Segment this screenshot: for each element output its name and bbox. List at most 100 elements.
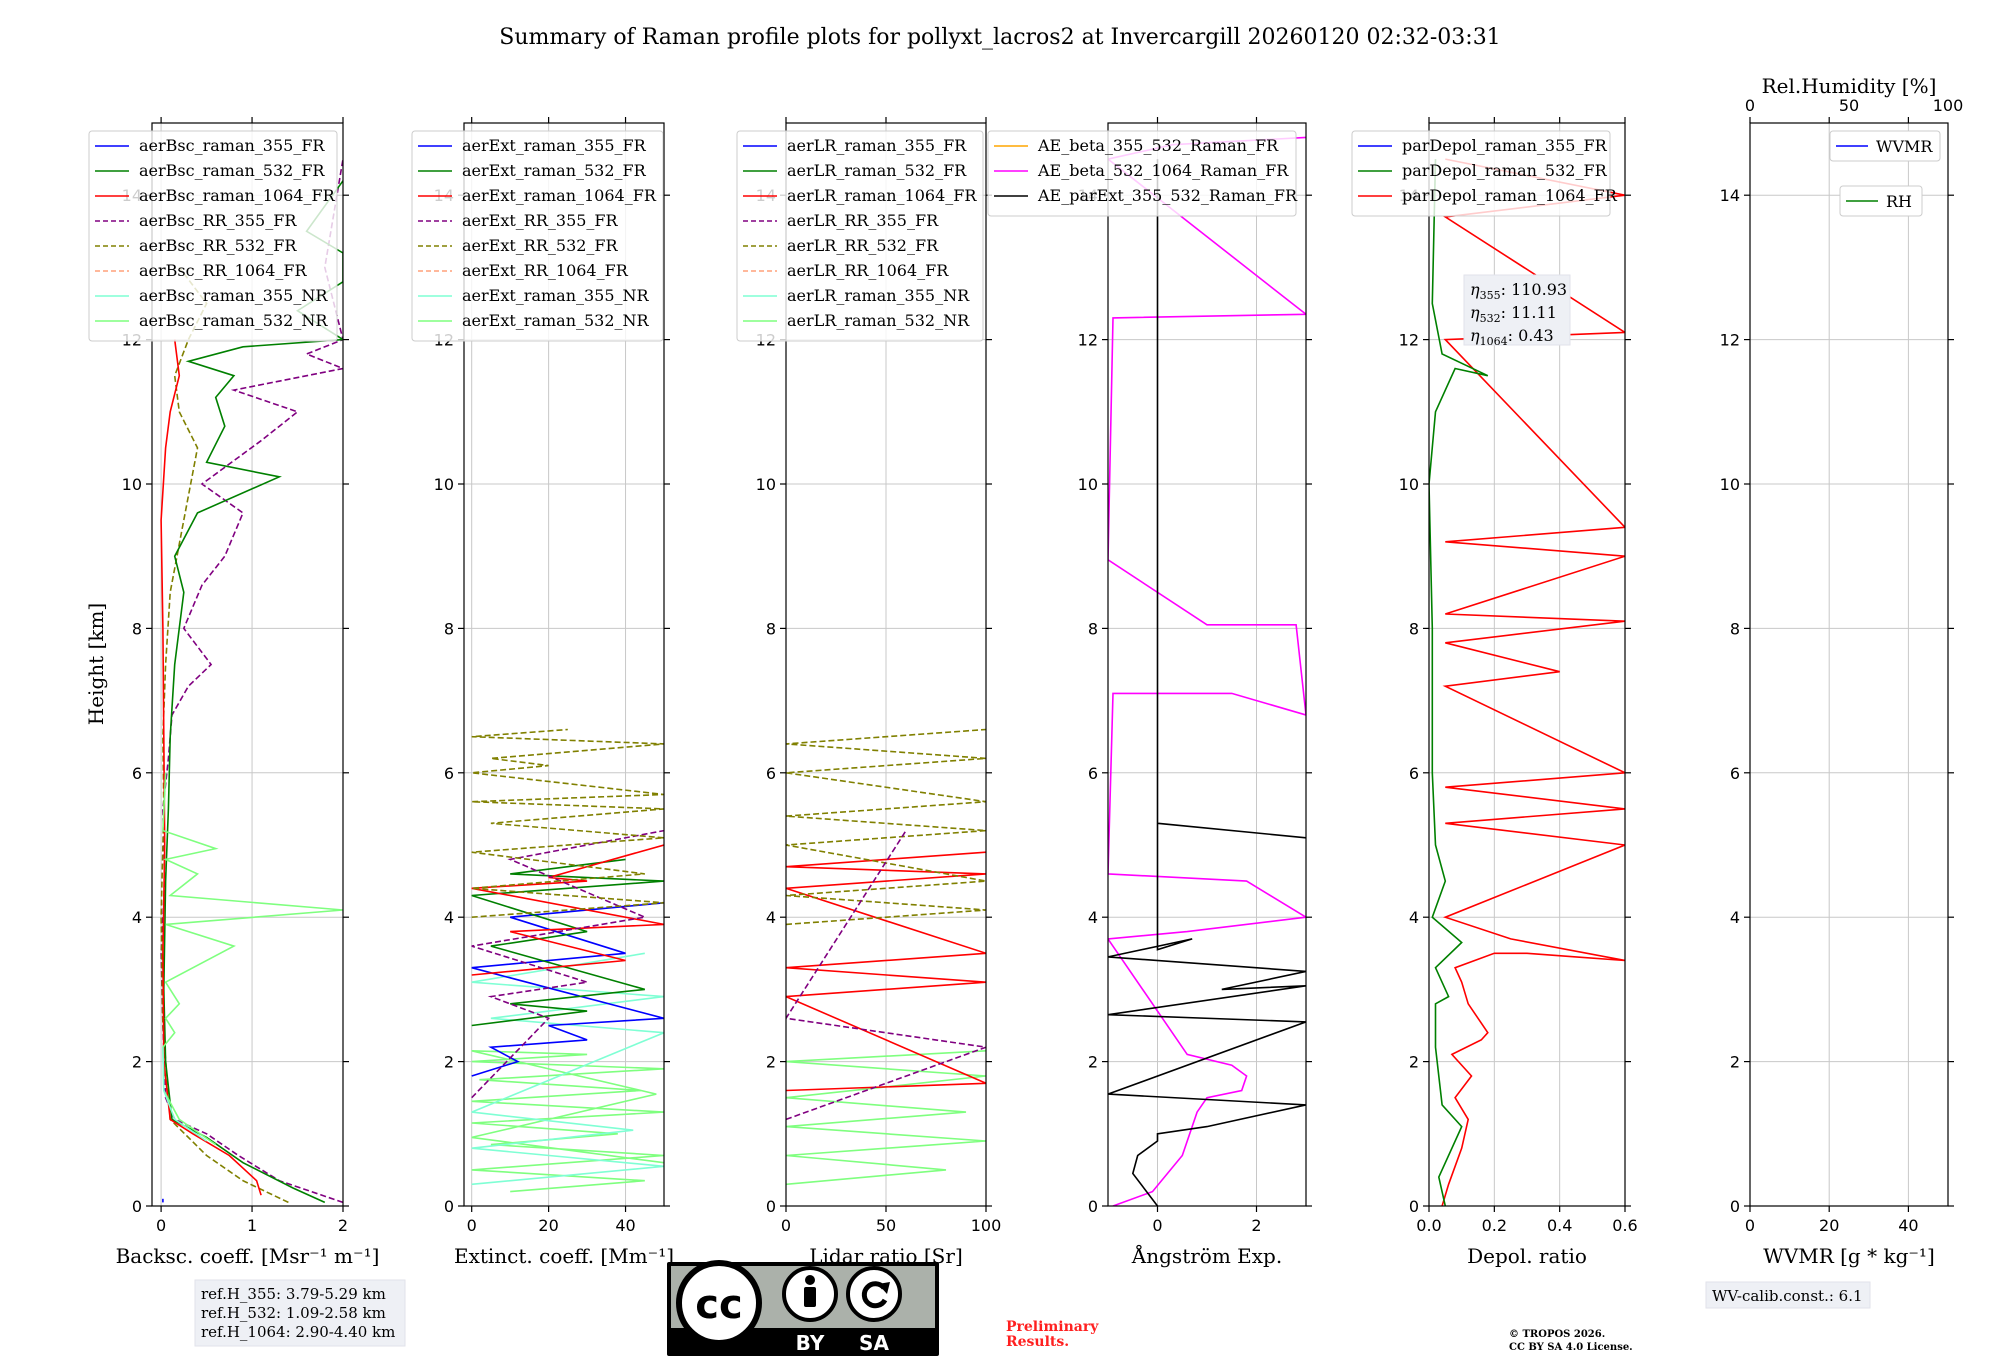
- x-axis-label: Depol. ratio: [1467, 1244, 1587, 1268]
- x-tick-label: 0.6: [1612, 1216, 1637, 1235]
- x-tick-label: 1: [247, 1216, 257, 1235]
- axes-frame: [151, 122, 344, 1207]
- y-tick-label: 0: [766, 1197, 776, 1216]
- legend-label: aerExt_RR_355_FR: [462, 211, 619, 230]
- top-tick-label: 50: [1839, 96, 1859, 115]
- x-axis-label: Backsc. coeff. [Msr⁻¹ m⁻¹]: [116, 1244, 380, 1268]
- legend-label: aerLR_raman_532_NR: [787, 311, 970, 330]
- legend-label: aerExt_RR_1064_FR: [462, 261, 629, 280]
- axes-frame: [463, 122, 665, 1207]
- legend-rh: RH: [1839, 185, 1923, 217]
- series-aerLR_raman_532_NR: [786, 1050, 986, 1186]
- x-tick-label: 40: [1898, 1216, 1918, 1235]
- legend-label: aerLR_raman_355_FR: [787, 136, 967, 155]
- series-aerExt_raman_532_NR: [471, 1050, 664, 1193]
- panel-lidar_ratio: 02468101214050100Lidar ratio [Sr]aerLR_r…: [736, 117, 1001, 1268]
- y-tick-label: 10: [1078, 475, 1098, 494]
- legend-label: AE_beta_532_1064_Raman_FR: [1037, 161, 1289, 180]
- panel-extinction: 0246810121402040Extinct. coeff. [Mm⁻¹]ae…: [411, 117, 674, 1268]
- legend-label: parDepol_raman_355_FR: [1402, 136, 1608, 155]
- series-AE_parExt_355_532_Raman_FR: [1108, 159, 1306, 1206]
- x-tick-label: 0: [467, 1216, 477, 1235]
- sa-label: SA: [859, 1331, 889, 1355]
- legend-label: aerBsc_RR_532_FR: [139, 236, 297, 255]
- y-tick-label: 2: [1730, 1053, 1740, 1072]
- legend: aerLR_raman_355_FR aerLR_raman_532_FR aerL…: [736, 130, 984, 342]
- legend-label: aerBsc_raman_355_FR: [139, 136, 325, 155]
- y-tick-label: 8: [1730, 619, 1740, 638]
- series-AE_beta_532_1064_Raman_FR: [1108, 136, 1306, 1206]
- legend-label: aerLR_RR_532_FR: [787, 236, 939, 255]
- y-tick-label: 4: [132, 908, 142, 927]
- series-group: [471, 728, 664, 1193]
- axes-frame: [1749, 122, 1949, 1207]
- x-tick-label: 20: [1819, 1216, 1839, 1235]
- legend: aerBsc_raman_355_FR aerBsc_raman_532_FRae…: [88, 130, 338, 342]
- series-aerExt_RR_355_FR: [471, 829, 664, 1099]
- eta-1064: η1064: 0.43: [1470, 326, 1554, 348]
- series-aerBsc_raman_532_NR: [162, 772, 343, 1146]
- svg-text:cc: cc: [695, 1282, 742, 1328]
- x-axis-label: Ångström Exp.: [1131, 1243, 1282, 1268]
- sa-icon: [846, 1266, 902, 1322]
- legend: parDepol_raman_355_FR parDepol_raman_532_…: [1351, 130, 1618, 217]
- copyright-line2: CC BY SA 4.0 License.: [1509, 1342, 1633, 1353]
- legend-label: RH: [1886, 192, 1912, 211]
- wv-calib-text: WV-calib.const.: 6.1: [1712, 1287, 1863, 1305]
- legend-label: aerBsc_raman_1064_FR: [139, 186, 336, 205]
- x-tick-label: 0.2: [1482, 1216, 1507, 1235]
- y-tick-label: 6: [132, 764, 142, 783]
- legend-label: aerBsc_raman_532_NR: [139, 311, 328, 330]
- legend-label: AE_parExt_355_532_Raman_FR: [1037, 186, 1298, 205]
- y-tick-label: 6: [1409, 764, 1419, 783]
- y-tick-label: 10: [1399, 475, 1419, 494]
- x-tick-label: 0: [1745, 1216, 1755, 1235]
- series-group: [786, 728, 986, 1186]
- y-tick-label: 6: [1730, 764, 1740, 783]
- y-tick-label: 2: [444, 1053, 454, 1072]
- legend-label: aerBsc_RR_355_FR: [139, 211, 297, 230]
- top-axis-label: Rel.Humidity [%]: [1762, 74, 1937, 98]
- by-label: BY: [796, 1331, 825, 1355]
- legend-label: aerLR_raman_355_NR: [787, 286, 970, 305]
- panel-water_vapor: 0 2 4 6 8 10 12 14 0 20 40 WVMR [g * kg⁻¹] 0 50 100Rel…: [1720, 74, 1964, 1268]
- axes-frame: [1428, 122, 1626, 1207]
- y-tick-label: 12: [1078, 331, 1098, 350]
- preliminary-line2: Results.: [1006, 1334, 1069, 1350]
- legend-label: aerLR_raman_1064_FR: [787, 186, 977, 205]
- cc-icon: [676, 1260, 762, 1346]
- series-aerExt_raman_1064_FR: [471, 844, 664, 976]
- x-axis-label: Extinct. coeff. [Mm⁻¹]: [454, 1244, 674, 1268]
- y-tick-label: 0: [444, 1197, 454, 1216]
- panel-angstrom: 0246810121402Ångström Exp.AE_beta_355_53…: [987, 117, 1312, 1268]
- legend: AE_beta_355_532_Raman_FR AE_beta_532_1064…: [987, 130, 1298, 217]
- series-parDepol_raman_532_FR: [1429, 159, 1489, 1206]
- top-tick-label: 0: [1745, 96, 1755, 115]
- x-tick-label: 0.4: [1547, 1216, 1572, 1235]
- eta-532: η532: 11.11: [1470, 303, 1557, 325]
- legend-label: parDepol_raman_1064_FR: [1402, 186, 1618, 205]
- y-tick-label: 8: [132, 619, 142, 638]
- panel-backscatter: 02468101214012Backsc. coeff. [Msr⁻¹ m⁻¹]…: [88, 117, 380, 1268]
- preliminary-line1: Preliminary: [1006, 1319, 1099, 1335]
- y-tick-label: 2: [132, 1053, 142, 1072]
- series-aerExt_RR_532_FR: [471, 728, 664, 918]
- y-tick-label: 14: [1720, 186, 1740, 205]
- legend-label: AE_beta_355_532_Raman_FR: [1037, 136, 1279, 155]
- series-aerExt_raman_355_NR: [471, 952, 664, 1186]
- y-tick-label: 6: [444, 764, 454, 783]
- y-tick-label: 2: [766, 1053, 776, 1072]
- x-tick-label: 40: [615, 1216, 635, 1235]
- series-parDepol_raman_1064_FR: [1441, 158, 1625, 1206]
- legend-label: aerBsc_raman_532_FR: [139, 161, 325, 180]
- y-tick-label: 4: [766, 908, 776, 927]
- y-tick-label: 10: [756, 475, 776, 494]
- y-tick-label: 6: [766, 764, 776, 783]
- y-tick-label: 8: [766, 619, 776, 638]
- x-tick-label: 50: [876, 1216, 896, 1235]
- y-tick-label: 10: [1720, 475, 1740, 494]
- legend-label: aerLR_RR_355_FR: [787, 211, 939, 230]
- y-tick-label: 0: [132, 1197, 142, 1216]
